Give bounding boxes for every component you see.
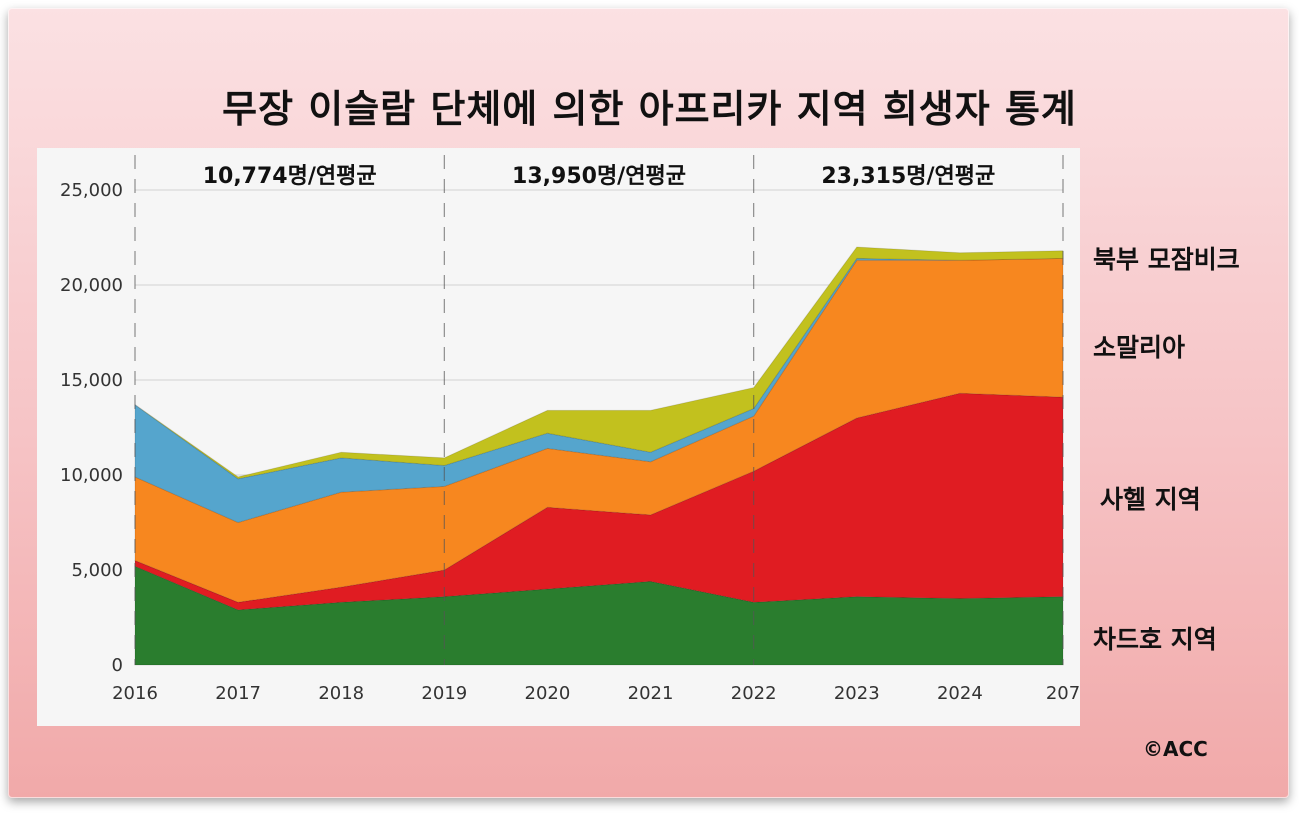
y-tick-label: 10,000	[60, 465, 123, 486]
x-tick-label: 2024	[937, 683, 983, 704]
period-averages: 10,774명/연평균 13,950명/연평균 23,315명/연평균	[203, 164, 996, 189]
y-tick-label: 5,000	[71, 560, 123, 581]
period-average-label: 23,315명/연평균	[821, 164, 995, 189]
x-tick-label: 207	[1046, 683, 1080, 704]
x-axis-ticks: 2016 2017 2018 2019 2020 2021 2022 2023 2024 207	[112, 683, 1080, 704]
chart-title: 무장 이슬람 단체에 의한 아프리카 지역 희생자 통계	[222, 87, 1077, 131]
period-dividers	[134, 155, 1064, 665]
y-axis-ticks: 0 5,000 10,000 15,000 20,000 25,000	[60, 180, 123, 676]
credit-label: ©ACC	[1143, 737, 1208, 761]
x-tick-label: 2023	[834, 683, 880, 704]
label-lake-chad: 차드호 지역	[1093, 625, 1217, 654]
y-tick-label: 25,000	[60, 180, 123, 201]
x-tick-label: 2019	[421, 683, 467, 704]
x-tick-label: 2020	[525, 683, 571, 704]
series-areas	[134, 246, 1064, 666]
label-north-mozambique: 북부 모잠비크	[1093, 245, 1240, 274]
x-tick-label: 2021	[628, 683, 674, 704]
label-sahel: 사헬 지역	[1100, 485, 1201, 514]
y-tick-label: 20,000	[60, 275, 123, 296]
y-tick-label: 15,000	[60, 370, 123, 391]
period-average-label: 10,774명/연평균	[203, 164, 377, 189]
label-somalia: 소말리아	[1093, 333, 1186, 362]
x-tick-label: 2018	[318, 683, 364, 704]
x-tick-label: 2022	[731, 683, 777, 704]
x-tick-label: 2016	[112, 683, 158, 704]
area-series-4	[134, 257, 1064, 524]
x-tick-label: 2017	[215, 683, 261, 704]
y-tick-label: 0	[112, 655, 123, 676]
period-average-label: 13,950명/연평균	[512, 164, 686, 189]
